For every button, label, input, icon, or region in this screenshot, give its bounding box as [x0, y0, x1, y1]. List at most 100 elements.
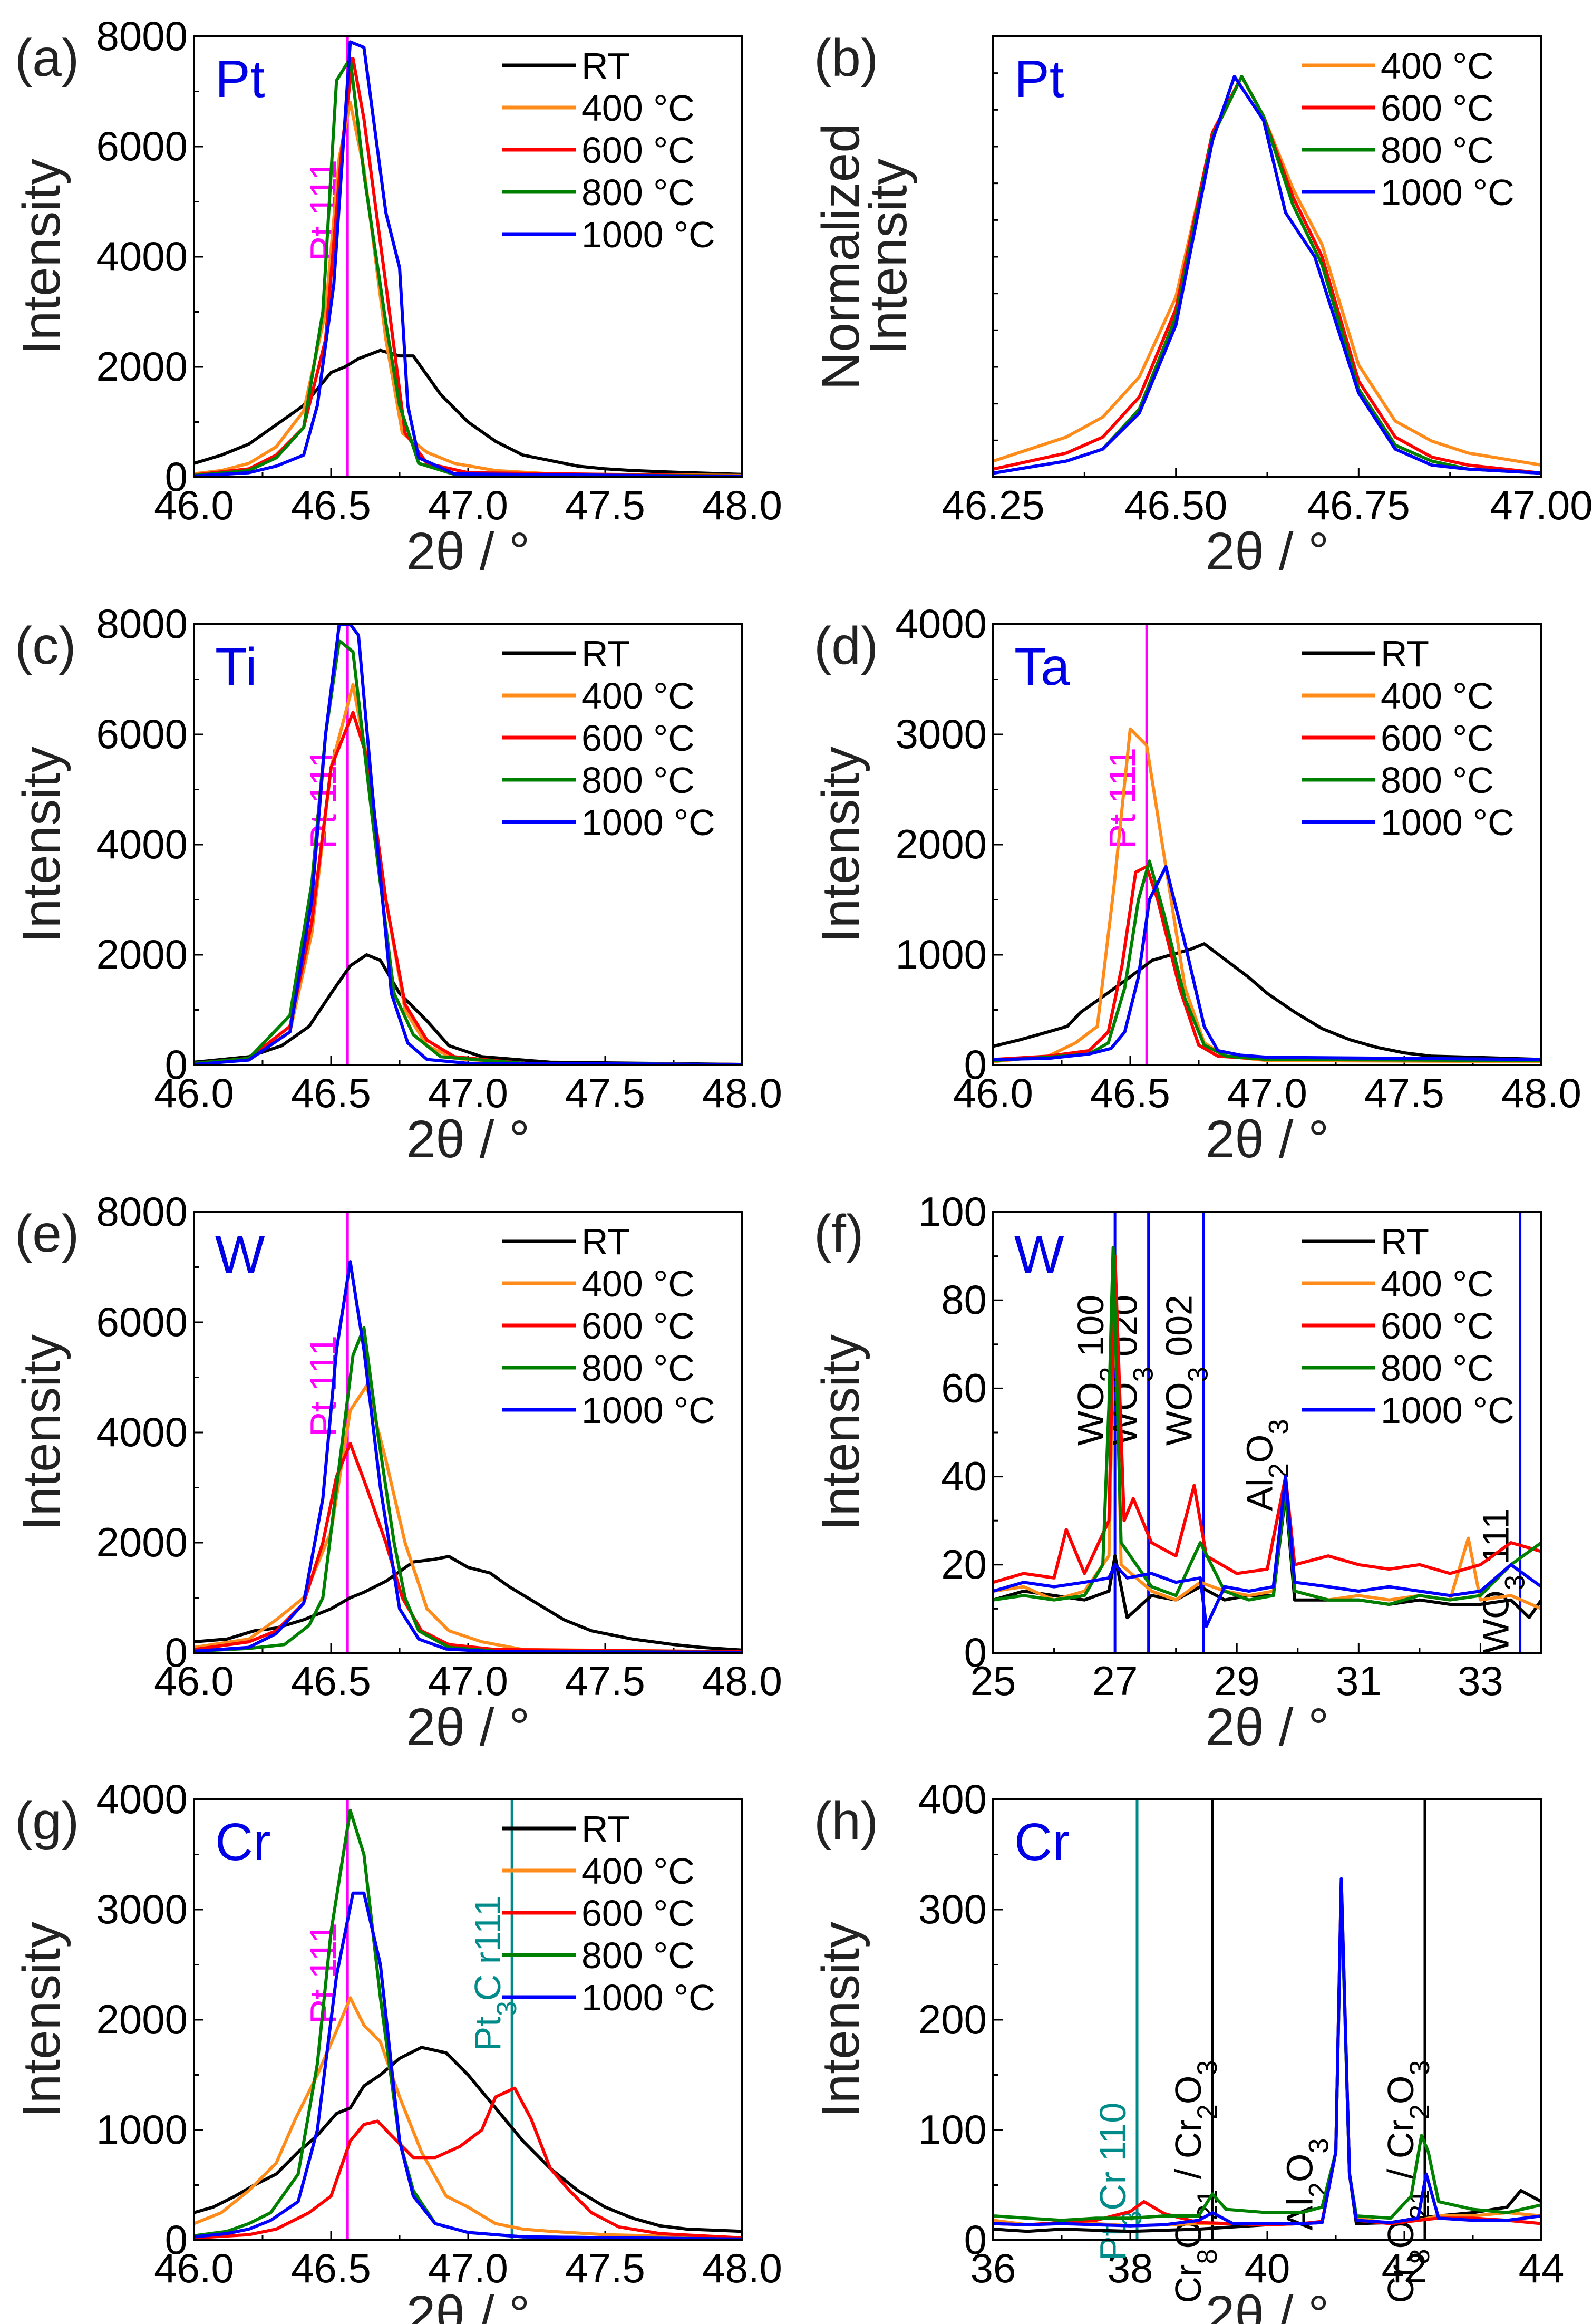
legend-label: RT: [581, 1808, 630, 1849]
x-tick-label: 44: [1519, 2245, 1565, 2291]
x-tick-label: 47.5: [565, 482, 645, 528]
legend-label: 800 °C: [581, 1935, 695, 1976]
x-tick-label: 47.5: [565, 2245, 645, 2291]
x-tick-label: 33: [1458, 1658, 1503, 1704]
series-line-1000C: [194, 40, 742, 477]
legend-label: 600 °C: [1381, 88, 1494, 129]
x-tick-label: 47.0: [1227, 1070, 1307, 1116]
y-tick-label: 3000: [895, 711, 987, 757]
y-tick-label: 4000: [895, 601, 987, 647]
plot-frame: [992, 623, 1542, 1066]
x-tick-label: 46.75: [1307, 482, 1410, 528]
x-axis-title: 2θ / °: [1206, 1698, 1329, 1757]
element-label: W: [1014, 1225, 1064, 1284]
panel-a: (a) Pt Intensity 2θ / ° 46.0 46.5 47.0 47.5 48.0…: [12, 13, 782, 581]
legend-label: 400 °C: [1381, 675, 1494, 716]
y-tick-label: 8000: [96, 13, 188, 59]
legend-label: 800 °C: [1381, 130, 1494, 171]
y-tick-label: 6000: [96, 1299, 188, 1345]
element-label: Pt: [215, 50, 265, 109]
series-group: [993, 1245, 1541, 1628]
x-tick-label: 27: [1092, 1658, 1138, 1704]
y-tick-label: 8000: [96, 601, 188, 647]
legend-label: 400 °C: [1381, 45, 1494, 86]
legend-label: 400 °C: [581, 675, 695, 716]
legend-label: RT: [1381, 1221, 1429, 1262]
series-line-800C: [194, 1326, 742, 1653]
series-line-1000C: [993, 75, 1541, 475]
y-tick-label: 6000: [96, 711, 188, 757]
x-axis-title: 2θ / °: [1206, 2285, 1329, 2324]
x-tick-label: 48.0: [1501, 1070, 1581, 1116]
series-line-400C: [993, 1880, 1541, 2228]
x-tick-label: 47.0: [428, 1658, 508, 1704]
y-axis-title: Intensity: [12, 159, 71, 355]
panel-label: (f): [814, 1204, 863, 1263]
series-group: [194, 40, 742, 477]
y-tick-label: 400: [918, 1776, 987, 1822]
legend-label: 1000 °C: [581, 1977, 715, 2018]
y-tick-label: 0: [165, 2216, 188, 2263]
legend-label: 400 °C: [1381, 1263, 1494, 1304]
x-tick-label: 46.25: [941, 482, 1044, 528]
y-tick-label: 6000: [96, 123, 188, 169]
legend-label: 600 °C: [1381, 718, 1494, 759]
y-axis-title: Intensity: [12, 747, 71, 943]
panel-label: (a): [15, 28, 79, 88]
x-tick-label: 46.5: [291, 482, 371, 528]
reference-line-label: WO3 111: [1475, 1508, 1531, 1654]
series-line-600C: [194, 2086, 742, 2240]
legend-label: 400 °C: [581, 1851, 695, 1892]
series-line-RT: [194, 1555, 742, 1652]
y-tick-label: 1000: [895, 931, 987, 977]
series-line-800C: [993, 1245, 1541, 1606]
plot-frame: [193, 1211, 743, 1654]
x-tick-label: 46.0: [154, 1658, 234, 1704]
y-tick-label: 4000: [96, 233, 188, 279]
series-group: [993, 75, 1541, 475]
x-axis-title: 2θ / °: [406, 2285, 530, 2324]
panel-label: (h): [814, 1792, 878, 1851]
x-tick-label: 46.0: [953, 1070, 1033, 1116]
y-tick-label: 2000: [96, 1519, 188, 1565]
series-line-1000C: [194, 1891, 742, 2240]
y-axis-title: Intensity: [811, 1922, 870, 2118]
reference-line-label: Cr8O21 / Cr2O3: [1168, 2060, 1223, 2303]
x-tick-label: 48.0: [702, 482, 782, 528]
y-axis-title: Intensity: [12, 1922, 71, 2118]
plot-frame: [992, 1798, 1542, 2241]
series-line-1000C: [993, 1877, 1541, 2228]
element-label: Cr: [1014, 1813, 1070, 1872]
x-tick-label: 46.0: [154, 482, 234, 528]
y-tick-label: 2000: [895, 821, 987, 867]
x-tick-label: 48.0: [702, 1658, 782, 1704]
reference-line-label: Pt3C r111: [467, 1895, 522, 2051]
x-tick-label: 36: [970, 2245, 1016, 2291]
y-tick-label: 0: [964, 2216, 987, 2263]
y-tick-label: 0: [165, 453, 188, 500]
y-tick-label: 3000: [96, 1886, 188, 1932]
x-tick-label: 48.0: [702, 2245, 782, 2291]
x-tick-label: 25: [970, 1658, 1016, 1704]
legend-label: 600 °C: [581, 1305, 695, 1347]
x-tick-label: 46.5: [291, 1070, 371, 1116]
x-tick-label: 40: [1245, 2245, 1290, 2291]
series-group: [194, 624, 742, 1065]
series-group: [993, 1877, 1541, 2233]
x-axis-title: 2θ / °: [1206, 522, 1329, 581]
panel-c: (c) Ti Intensity 2θ / ° 46.0 46.5 47.0 47.5 48.0…: [12, 601, 782, 1169]
x-tick-label: 47.5: [1364, 1070, 1444, 1116]
legend-label: 1000 °C: [581, 802, 715, 843]
panel-h: (h) Cr Intensity 2θ / ° 36 38 40 42 44 0 100 200 300…: [811, 1776, 1564, 2324]
legend-label: 1000 °C: [1381, 172, 1515, 213]
y-tick-label: 100: [918, 2106, 987, 2153]
panel-label: (g): [15, 1792, 79, 1851]
legend-label: 800 °C: [581, 172, 695, 213]
legend-label: 1000 °C: [581, 214, 715, 255]
reference-line-label: WO3 002: [1159, 1295, 1214, 1446]
y-tick-label: 300: [918, 1886, 987, 1932]
element-label: Ti: [215, 637, 257, 696]
panel-label: (b): [814, 28, 878, 88]
legend-label: 1000 °C: [1381, 802, 1515, 843]
